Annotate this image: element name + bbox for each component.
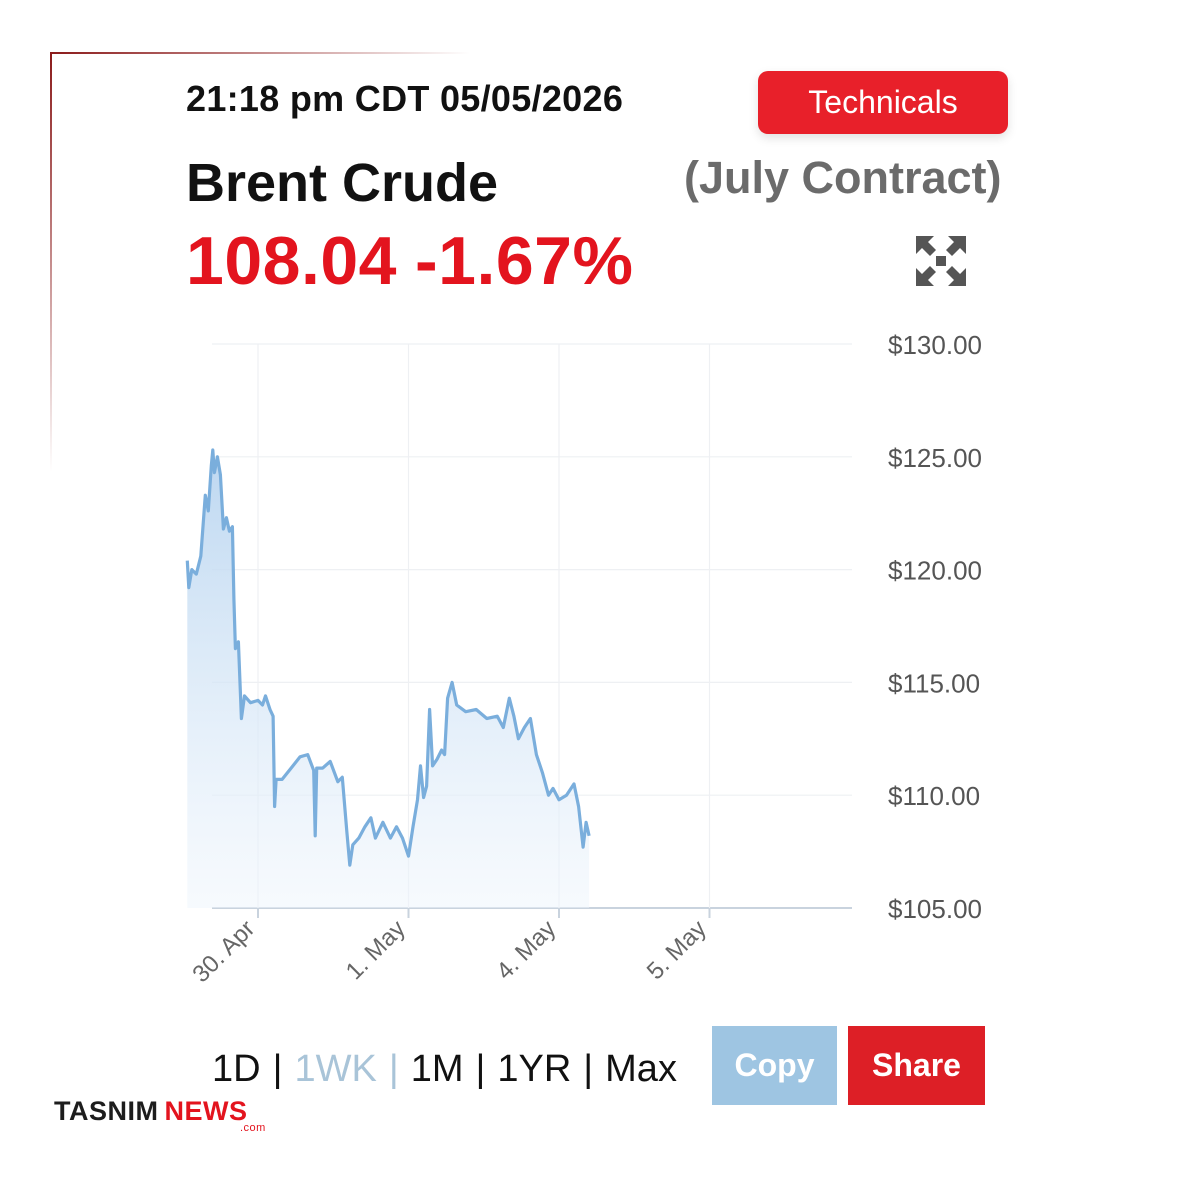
logo-text-news: NEWS [164, 1096, 248, 1126]
price-change: -1.67% [414, 223, 634, 299]
x-tick-label: 5. May [642, 915, 712, 985]
expand-arrows-icon[interactable] [914, 234, 968, 288]
y-tick-label: $125.00 [888, 443, 982, 473]
timestamp: 21:18 pm CDT 05/05/2026 [186, 78, 624, 119]
range-1d[interactable]: 1D [212, 1048, 261, 1090]
price-line: 108.04 -1.67% [186, 222, 651, 300]
logo-text-tasnim: TASNIM [54, 1096, 159, 1126]
instrument-title: Brent Crude [186, 153, 499, 213]
tasnim-news-logo: TASNIM NEWS .com [54, 1096, 265, 1134]
y-tick-label: $105.00 [888, 894, 982, 924]
x-tick-label: 4. May [491, 915, 561, 985]
y-tick-label: $120.00 [888, 556, 982, 586]
technicals-button[interactable]: Technicals [758, 71, 1008, 134]
range-separator: | [475, 1048, 486, 1090]
y-tick-label: $130.00 [888, 330, 982, 360]
range-separator: | [583, 1048, 594, 1090]
range-selector: 1D | 1WK | 1M | 1YR | Max [212, 1048, 677, 1091]
y-tick-label: $110.00 [888, 781, 980, 811]
price-area [187, 450, 590, 908]
price-line-series [185, 448, 591, 867]
x-tick-label: 30. Apr [187, 915, 260, 988]
y-tick-label: $115.00 [888, 668, 980, 698]
copy-button[interactable]: Copy [712, 1026, 837, 1105]
range-separator: | [272, 1048, 283, 1090]
range-max[interactable]: Max [605, 1048, 677, 1090]
price-value: 108.04 [186, 223, 397, 299]
share-button[interactable]: Share [848, 1026, 985, 1105]
range-1m[interactable]: 1M [410, 1048, 464, 1090]
price-chart: $105.00 $110.00 $115.00 $120.00 $125.00 $130.… [185, 330, 982, 988]
x-tick-label: 1. May [341, 915, 411, 985]
frame-line-left [50, 52, 52, 472]
range-1yr[interactable]: 1YR [497, 1048, 572, 1090]
range-1wk[interactable]: 1WK [294, 1048, 377, 1090]
frame-line-top [50, 52, 470, 54]
contract-label: (July Contract) [684, 152, 1002, 203]
logo-text-com: .com [240, 1122, 266, 1134]
range-separator: | [388, 1048, 399, 1090]
